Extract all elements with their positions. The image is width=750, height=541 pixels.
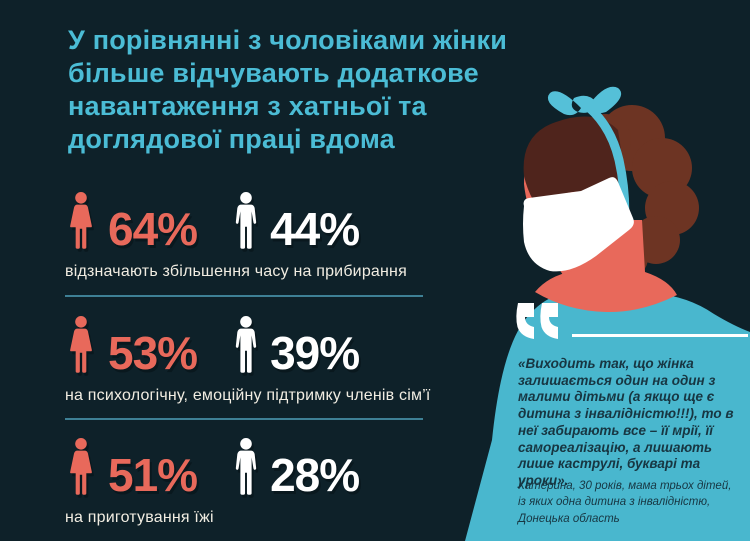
page-title-line: більше відчувають додаткове bbox=[68, 58, 479, 88]
neck-chest-shape bbox=[535, 220, 677, 313]
quote-divider-line bbox=[572, 334, 748, 337]
quote-attribution-line: із яких одна дитина з інвалідністю, bbox=[518, 496, 711, 509]
woman-with-face-mask-illustration bbox=[465, 86, 750, 541]
quote-attribution: Катерина, 30 років, мама трьох дітей, із… bbox=[518, 478, 750, 527]
stat-row-emotional-support: 53% 39% на психологічну, емоційну підтри… bbox=[65, 316, 431, 405]
page-title-line: доглядової праці вдома bbox=[68, 124, 395, 154]
stat-caption: відзначають збільшення часу на прибиранн… bbox=[65, 263, 407, 280]
male-percentage: 28% bbox=[270, 448, 360, 501]
male-icon bbox=[233, 438, 259, 496]
male-icon bbox=[233, 316, 259, 374]
stat-caption: на психологічну, емоційну підтримку член… bbox=[65, 387, 431, 404]
torso-shape bbox=[465, 293, 750, 541]
male-icon bbox=[233, 192, 259, 250]
quote-attribution-line: Катерина, 30 років, мама трьох дітей, bbox=[518, 480, 732, 492]
female-percentage: 51% bbox=[108, 448, 198, 501]
female-icon bbox=[65, 192, 97, 250]
quote-attribution-line: Донецька область bbox=[518, 512, 620, 525]
female-percentage: 53% bbox=[108, 326, 198, 379]
male-percentage: 44% bbox=[270, 202, 360, 255]
headband-bow bbox=[547, 86, 622, 116]
divider-line bbox=[65, 418, 423, 420]
stat-caption: на приготування їжі bbox=[65, 509, 214, 526]
page-title-line: навантаження з хатньої та bbox=[68, 91, 427, 121]
quote-marks-icon bbox=[516, 303, 558, 339]
divider-line bbox=[65, 295, 423, 297]
face-mask-icon bbox=[523, 177, 634, 272]
page-title-line: У порівнянні з чоловіками жінки bbox=[68, 25, 508, 55]
quote-text: «Виходить так, що жінка залишається один… bbox=[518, 356, 734, 489]
stat-row-cleaning: 64% 44% відзначають збільшення часу на п… bbox=[65, 192, 407, 281]
page-title: У порівнянні з чоловіками жінки більше в… bbox=[68, 24, 568, 156]
male-percentage: 39% bbox=[270, 326, 360, 379]
female-percentage: 64% bbox=[108, 202, 198, 255]
stat-row-cooking: 51% 28% на приготування їжі bbox=[65, 438, 360, 527]
female-icon bbox=[65, 316, 97, 374]
female-icon bbox=[65, 438, 97, 496]
